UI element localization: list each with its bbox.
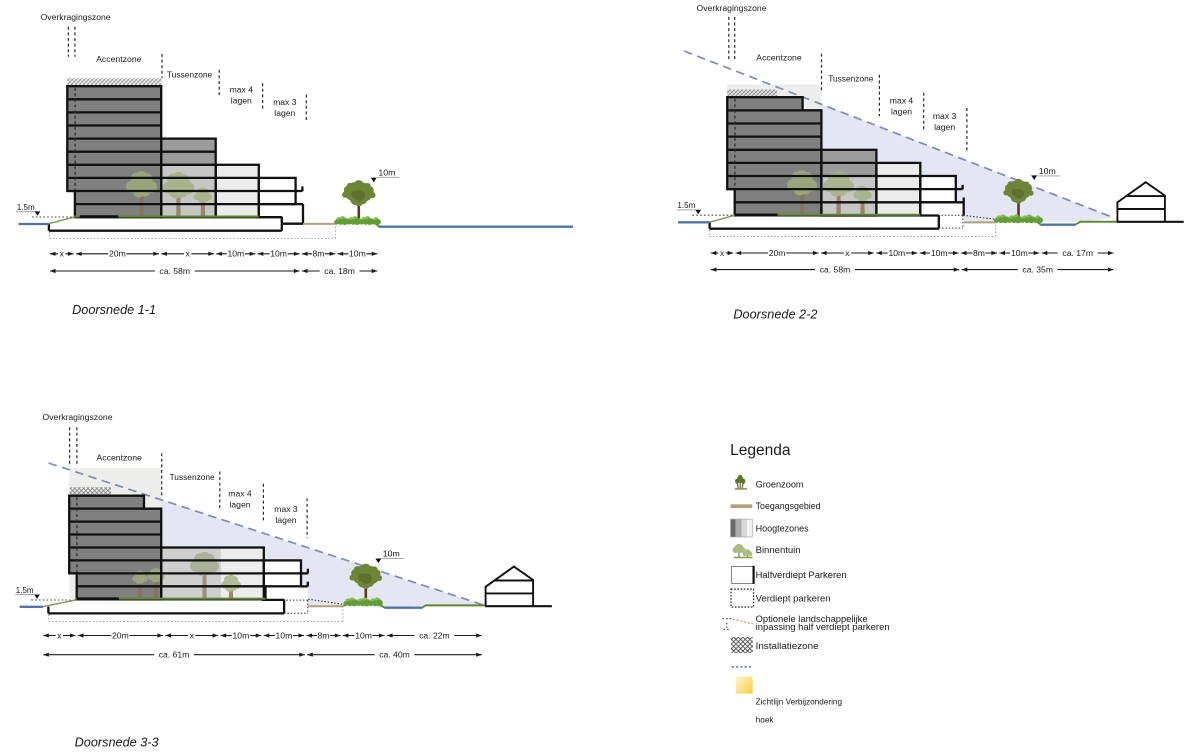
svg-text:20m: 20m	[112, 630, 129, 640]
svg-text:ca. 35m: ca. 35m	[1022, 264, 1053, 274]
svg-text:10m: 10m	[1011, 248, 1028, 258]
svg-text:lagen: lagen	[231, 96, 252, 106]
svg-text:inpassing half verdiept parker: inpassing half verdiept parkeren	[756, 622, 890, 632]
svg-text:20m: 20m	[109, 249, 126, 259]
svg-text:ca. 40m: ca. 40m	[379, 650, 410, 660]
svg-text:Tussenzone: Tussenzone	[167, 70, 212, 80]
svg-text:max 3: max 3	[933, 111, 957, 121]
svg-text:max 3: max 3	[274, 504, 298, 514]
svg-text:Overkragingszone: Overkragingszone	[697, 3, 767, 13]
svg-text:max 4: max 4	[230, 85, 254, 95]
svg-text:10m: 10m	[378, 168, 395, 178]
svg-text:x: x	[185, 249, 190, 259]
svg-text:Tussenzone: Tussenzone	[828, 74, 873, 84]
svg-text:x: x	[720, 248, 725, 258]
svg-text:max 4: max 4	[228, 489, 252, 499]
svg-text:10m: 10m	[1039, 166, 1056, 176]
svg-text:20m: 20m	[769, 248, 786, 258]
svg-text:x: x	[60, 249, 65, 259]
svg-text:8m: 8m	[313, 249, 325, 259]
svg-text:Optionele landschappelijke: Optionele landschappelijke	[756, 614, 868, 624]
svg-text:Zichtlijn Verbijzondering: Zichtlijn Verbijzondering	[756, 696, 843, 706]
svg-text:Overkragingszone: Overkragingszone	[41, 12, 111, 22]
svg-text:lagen: lagen	[891, 107, 912, 117]
svg-text:10m: 10m	[233, 630, 250, 640]
svg-text:Legenda: Legenda	[730, 442, 791, 459]
svg-text:Installatiezone: Installatiezone	[756, 641, 819, 651]
svg-text:10m: 10m	[349, 249, 366, 259]
svg-text:1.5m: 1.5m	[17, 202, 35, 212]
svg-text:x: x	[845, 248, 850, 258]
svg-text:10m: 10m	[227, 249, 244, 259]
svg-text:lagen: lagen	[229, 500, 250, 510]
svg-text:ca. 58m: ca. 58m	[820, 264, 851, 274]
svg-text:8m: 8m	[318, 630, 330, 640]
svg-text:Halfverdiept Parkeren: Halfverdiept Parkeren	[756, 570, 847, 580]
svg-text:1.5m: 1.5m	[16, 585, 34, 595]
svg-text:Binnentuin: Binnentuin	[756, 545, 801, 555]
svg-text:ca. 22m: ca. 22m	[419, 630, 450, 640]
svg-text:Accentzone: Accentzone	[97, 452, 143, 462]
svg-text:Doorsnede 1-1: Doorsnede 1-1	[72, 303, 156, 317]
svg-text:x: x	[190, 630, 195, 640]
svg-text:10m: 10m	[270, 249, 287, 259]
svg-text:x: x	[57, 630, 62, 640]
svg-text:max 4: max 4	[890, 96, 914, 106]
svg-text:Doorsnede 2-2: Doorsnede 2-2	[733, 308, 817, 322]
svg-text:10m: 10m	[276, 630, 293, 640]
svg-text:lagen: lagen	[934, 122, 955, 132]
svg-text:Accentzone: Accentzone	[96, 54, 142, 64]
svg-text:Overkragingszone: Overkragingszone	[43, 412, 113, 422]
svg-text:ca. 58m: ca. 58m	[159, 266, 190, 276]
svg-text:lagen: lagen	[275, 515, 296, 525]
svg-text:ca. 18m: ca. 18m	[324, 266, 355, 276]
svg-text:max 3: max 3	[273, 97, 297, 107]
svg-text:10m: 10m	[931, 248, 948, 258]
svg-text:Tussenzone: Tussenzone	[170, 472, 215, 482]
svg-text:Toegangsgebied: Toegangsgebied	[756, 501, 821, 511]
svg-text:Groenzoom: Groenzoom	[756, 480, 804, 490]
svg-text:Accentzone: Accentzone	[756, 53, 802, 63]
svg-text:ca. 17m: ca. 17m	[1062, 248, 1093, 258]
svg-text:ca. 61m: ca. 61m	[159, 650, 190, 660]
svg-text:Doorsnede 3-3: Doorsnede 3-3	[75, 736, 159, 750]
svg-text:Verdiept parkeren: Verdiept parkeren	[756, 594, 831, 604]
svg-text:10m: 10m	[888, 248, 905, 258]
svg-text:Hoogtezones: Hoogtezones	[756, 523, 809, 533]
svg-text:10m: 10m	[355, 630, 372, 640]
svg-text:10m: 10m	[383, 549, 400, 559]
svg-text:lagen: lagen	[274, 108, 295, 118]
svg-text:hoek: hoek	[756, 715, 775, 725]
svg-text:8m: 8m	[973, 248, 985, 258]
svg-text:1.5m: 1.5m	[677, 200, 695, 210]
